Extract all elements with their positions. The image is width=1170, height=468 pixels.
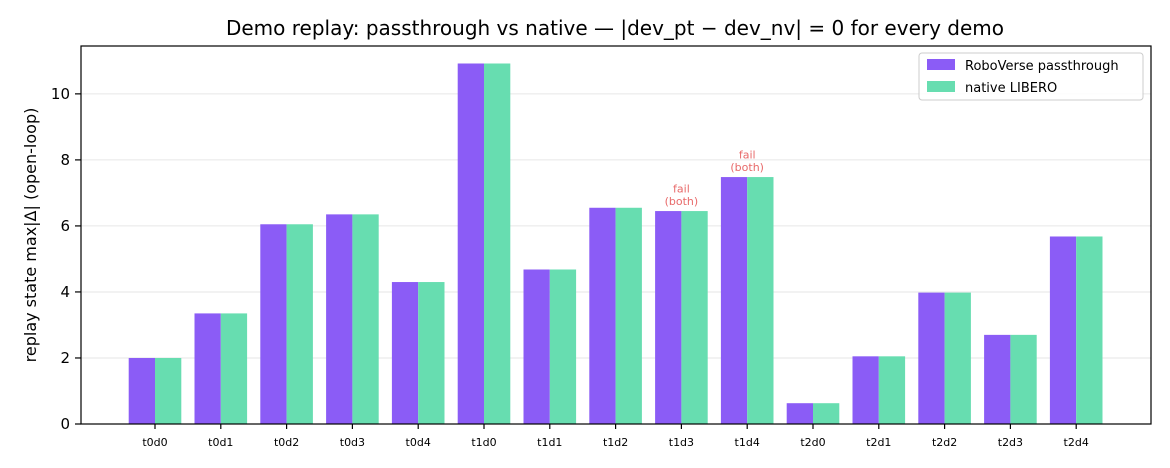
bars bbox=[128, 63, 1103, 424]
x-tick-label: t0d2 bbox=[274, 436, 299, 449]
legend: RoboVerse passthrough native LIBERO bbox=[918, 52, 1144, 101]
x-tick-label: t1d4 bbox=[735, 436, 760, 449]
y-axis-label: replay state max|Δ| (open-loop) bbox=[21, 108, 40, 363]
bar bbox=[918, 292, 945, 424]
x-tick-label: t0d1 bbox=[208, 436, 233, 449]
bar bbox=[1049, 236, 1077, 424]
x-tick-label: t2d3 bbox=[998, 436, 1023, 449]
x-tick-label: t2d0 bbox=[800, 436, 825, 449]
y-tick-label: 0 bbox=[60, 415, 70, 433]
legend-box bbox=[918, 52, 1144, 101]
bar bbox=[655, 211, 682, 424]
bar bbox=[852, 356, 879, 424]
bar bbox=[681, 211, 708, 424]
bar bbox=[720, 177, 748, 424]
bar bbox=[260, 224, 287, 424]
x-tick-label: t1d1 bbox=[537, 436, 562, 449]
x-tick-label: t1d2 bbox=[603, 436, 628, 449]
bar bbox=[944, 292, 971, 424]
x-tick-label: t0d4 bbox=[406, 436, 431, 449]
bar bbox=[1076, 236, 1103, 424]
bar bbox=[549, 269, 577, 424]
bar bbox=[813, 403, 840, 424]
bar bbox=[391, 282, 419, 424]
bar bbox=[326, 214, 353, 424]
y-tick-label: 8 bbox=[60, 151, 70, 169]
annotation-label: fail bbox=[739, 149, 756, 162]
bar bbox=[615, 207, 642, 424]
bar bbox=[155, 357, 182, 424]
bar bbox=[786, 403, 813, 424]
annotation-label: (both) bbox=[665, 195, 699, 208]
bar bbox=[457, 63, 484, 424]
axes: 0 2 4 6 8 10 t0d0 t0d1 t0d2 t0d3 t0d4 t1d0 t1d1 t1d2 t… bbox=[51, 45, 1152, 449]
bar bbox=[418, 282, 445, 424]
x-tick-label: t2d4 bbox=[1064, 436, 1089, 449]
bar bbox=[220, 313, 248, 424]
annotation-label: fail bbox=[673, 183, 690, 196]
bar bbox=[589, 207, 616, 424]
bar bbox=[747, 177, 774, 424]
bar bbox=[352, 214, 379, 424]
x-tick-label: t1d0 bbox=[471, 436, 496, 449]
bar bbox=[878, 356, 906, 424]
bar bbox=[194, 313, 221, 424]
x-tick-label: t0d0 bbox=[142, 436, 167, 449]
legend-entry: RoboVerse passthrough bbox=[965, 59, 1119, 74]
y-tick-label: 6 bbox=[60, 217, 70, 235]
x-tick-label: t2d1 bbox=[866, 436, 891, 449]
bar bbox=[1010, 334, 1037, 424]
x-tick-label: t0d3 bbox=[340, 436, 365, 449]
bar bbox=[984, 334, 1011, 424]
legend-swatch bbox=[927, 59, 955, 70]
chart-title: Demo replay: passthrough vs native — |de… bbox=[226, 16, 1004, 40]
y-tick-label: 4 bbox=[60, 283, 70, 301]
x-tick-label: t2d2 bbox=[932, 436, 957, 449]
annotation-label: (both) bbox=[730, 161, 764, 174]
legend-swatch bbox=[927, 81, 955, 92]
y-tick-label: 10 bbox=[51, 85, 70, 103]
bar bbox=[523, 269, 550, 424]
annotations: fail(both)fail(both) bbox=[665, 149, 764, 209]
x-tick-label: t1d3 bbox=[669, 436, 694, 449]
y-tick-label: 2 bbox=[60, 349, 70, 367]
bar bbox=[484, 63, 511, 424]
legend-entry: native LIBERO bbox=[965, 81, 1057, 96]
bar bbox=[286, 224, 313, 424]
bar bbox=[128, 357, 155, 424]
